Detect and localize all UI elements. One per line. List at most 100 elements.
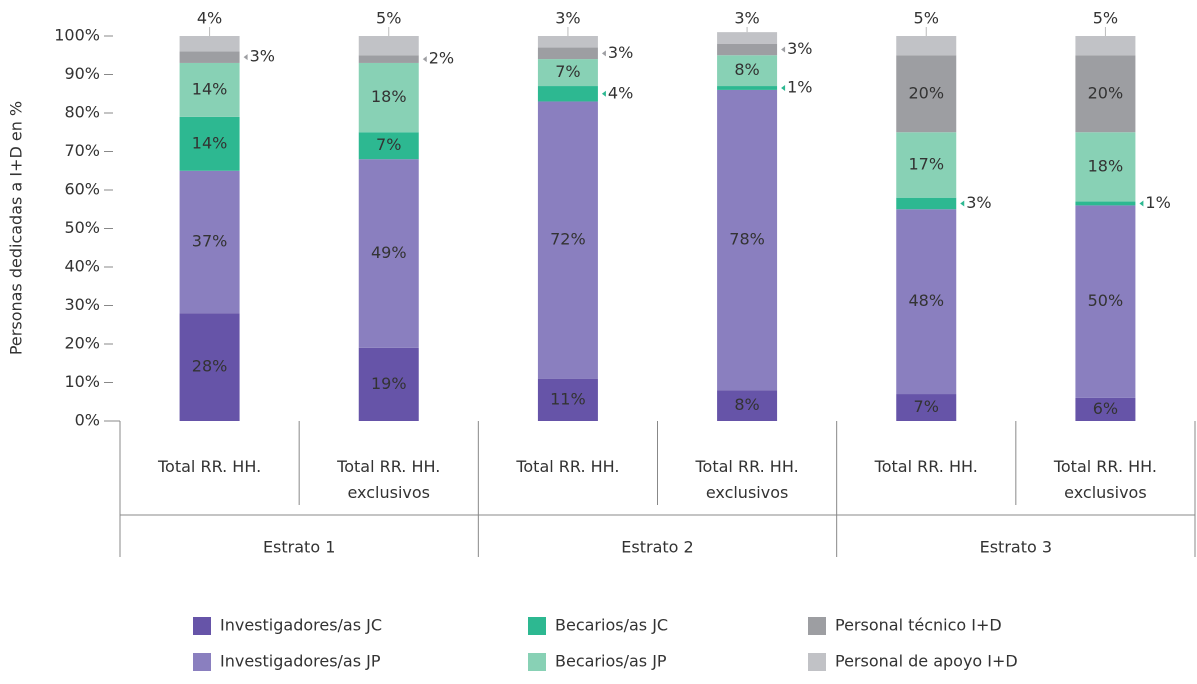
data-label: 50% <box>1088 291 1124 310</box>
legend-label: Investigadores/as JC <box>220 616 382 635</box>
x-tick-label: Total RR. HH. exclusivos <box>336 457 440 502</box>
y-tick-label: 60% <box>64 180 100 199</box>
data-label: 72% <box>550 230 586 249</box>
y-tick-label: 70% <box>64 141 100 160</box>
x-tick-label: Total RR. HH. exclusivos <box>1053 457 1157 502</box>
bar-segment <box>717 390 778 421</box>
bar-segment <box>179 170 240 314</box>
bar-segment <box>358 55 419 63</box>
data-label: 7% <box>376 135 401 154</box>
x-tick-label: Total RR. HH. exclusivos <box>695 457 799 502</box>
data-label: 48% <box>908 291 944 310</box>
data-label: 4% <box>608 83 633 102</box>
data-label: 14% <box>192 79 228 98</box>
bar-segment <box>537 101 598 379</box>
data-label: 6% <box>1093 399 1118 418</box>
bar-segment <box>179 62 240 117</box>
group-label: Estrato 1 <box>263 538 335 557</box>
bar-segment <box>358 159 419 348</box>
bar-segment <box>717 43 778 56</box>
label-pointer <box>243 54 248 61</box>
legend-label: Personal de apoyo I+D <box>835 652 1018 671</box>
data-label: 3% <box>250 47 275 66</box>
bar-segment <box>896 55 957 133</box>
legend-swatch <box>193 653 211 671</box>
bar-segment <box>537 36 598 48</box>
bar-segment <box>358 132 419 160</box>
y-axis-label: Personas dedicadas a I+D en % <box>7 101 26 355</box>
data-label: 19% <box>371 374 407 393</box>
y-tick-label: 40% <box>64 257 100 276</box>
data-label: 3% <box>966 193 991 212</box>
bar-segment <box>896 36 957 56</box>
label-pointer <box>781 84 786 91</box>
bar-segment <box>1075 201 1136 206</box>
bar-segment <box>896 132 957 198</box>
bar-segment <box>537 59 598 87</box>
data-label: 1% <box>787 77 812 96</box>
data-label: 8% <box>734 60 759 79</box>
bar-segment <box>1075 36 1136 56</box>
data-label: 5% <box>914 9 939 28</box>
legend-swatch <box>808 653 826 671</box>
data-label: 7% <box>914 397 939 416</box>
data-label: 5% <box>1093 9 1118 28</box>
data-label: 37% <box>192 231 228 250</box>
label-pointer <box>960 200 965 207</box>
bar-segment <box>179 313 240 421</box>
group-label: Estrato 2 <box>621 538 693 557</box>
bar-segment <box>717 32 778 44</box>
data-label: 1% <box>1145 193 1170 212</box>
data-label: 28% <box>192 357 228 376</box>
label-pointer <box>601 50 606 57</box>
bar-segment <box>1075 55 1136 133</box>
legend-swatch <box>528 653 546 671</box>
data-label: 20% <box>1088 83 1124 102</box>
y-tick-label: 100% <box>54 26 100 45</box>
group-label: Estrato 3 <box>980 538 1052 557</box>
y-tick-label: 0% <box>75 411 100 430</box>
y-tick-label: 50% <box>64 218 100 237</box>
data-label: 2% <box>429 49 454 68</box>
data-label: 17% <box>908 154 944 173</box>
legend-label: Becarios/as JP <box>555 652 667 671</box>
bar-segment <box>537 47 598 60</box>
bar-segment <box>537 378 598 421</box>
bar-segment <box>358 347 419 421</box>
y-tick-label: 90% <box>64 64 100 83</box>
label-pointer <box>781 46 786 53</box>
bar-segment <box>717 86 778 90</box>
bar-segment <box>179 116 240 171</box>
label-pointer <box>601 90 606 97</box>
data-label: 7% <box>555 62 580 81</box>
data-label: 3% <box>555 9 580 28</box>
data-label: 18% <box>371 87 407 106</box>
data-label: 3% <box>608 43 633 62</box>
bar-segment <box>537 86 598 102</box>
legend-swatch <box>193 617 211 635</box>
label-pointer <box>1139 200 1144 207</box>
y-tick-label: 20% <box>64 334 100 353</box>
legend-label: Investigadores/as JP <box>220 652 381 671</box>
bar-segment <box>896 209 957 395</box>
bar-segment <box>179 51 240 63</box>
x-tick-label: Total RR. HH. <box>515 457 619 476</box>
data-label: 14% <box>192 133 228 152</box>
bar-segment <box>1075 397 1136 421</box>
x-tick-label: Total RR. HH. <box>874 457 978 476</box>
bar-segment <box>896 197 957 210</box>
legend-swatch <box>528 617 546 635</box>
bar-segment <box>717 55 778 87</box>
data-label: 18% <box>1088 156 1124 175</box>
data-label: 11% <box>550 389 586 408</box>
data-label: 4% <box>197 9 222 28</box>
data-label: 5% <box>376 9 401 28</box>
data-label: 8% <box>734 395 759 414</box>
data-label: 78% <box>729 230 765 249</box>
data-label: 20% <box>908 83 944 102</box>
data-label: 3% <box>787 39 812 58</box>
bar-segment <box>358 62 419 133</box>
legend-label: Personal técnico I+D <box>835 616 1002 635</box>
y-tick-label: 30% <box>64 295 100 314</box>
